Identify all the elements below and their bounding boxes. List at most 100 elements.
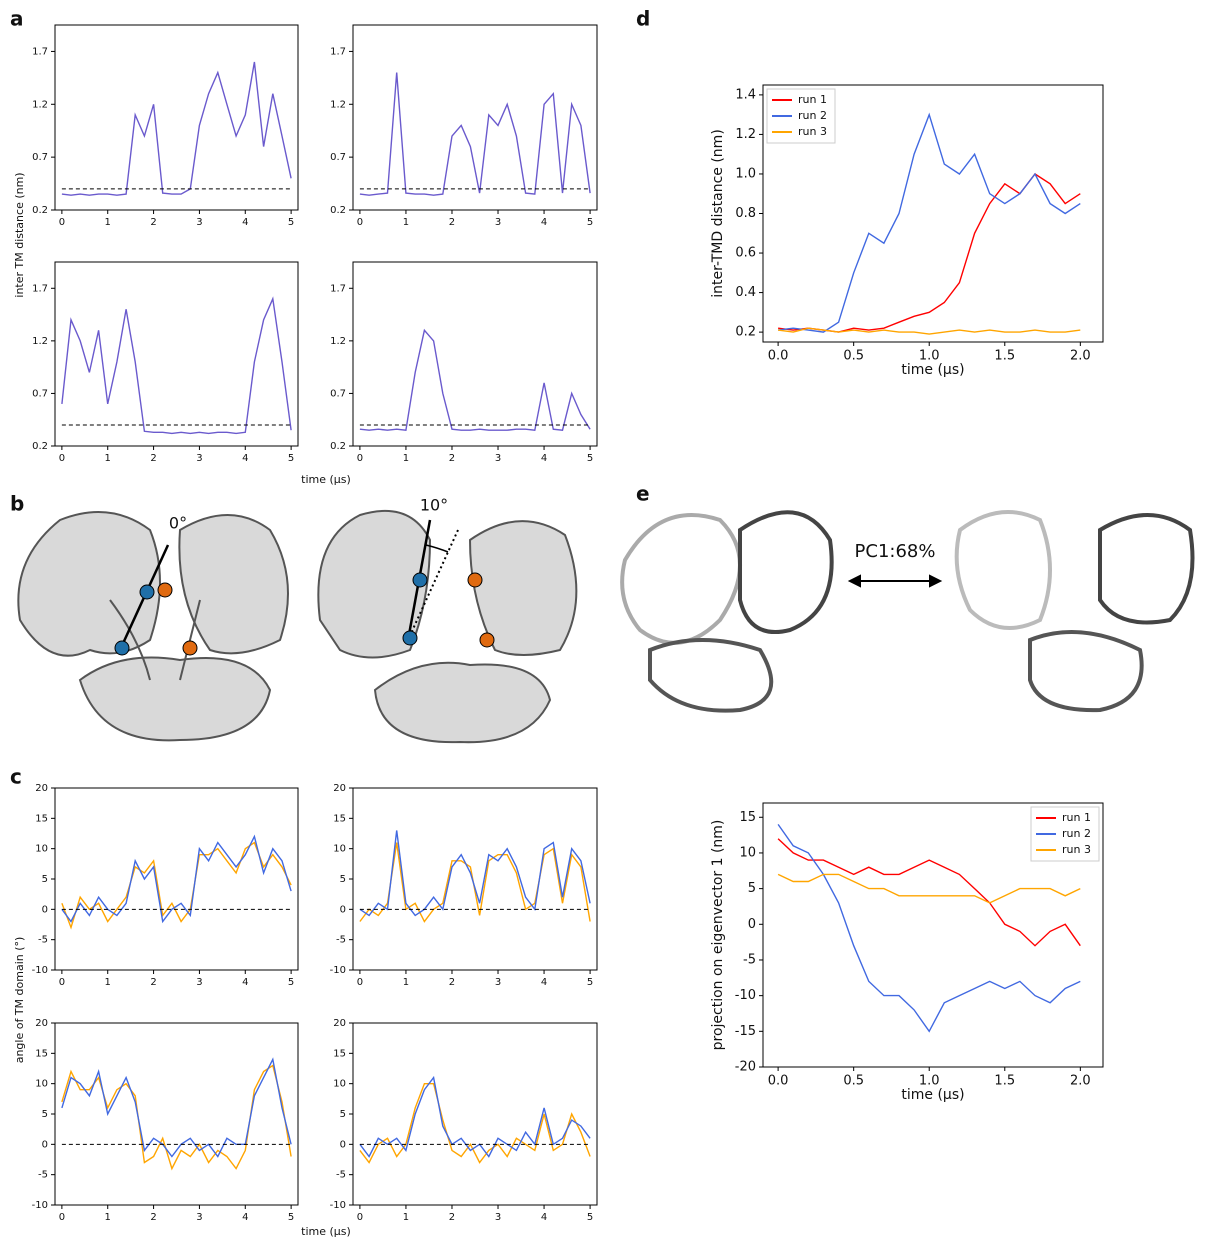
x-tick-label: 0.0 [768,348,789,363]
x-tick-label: 0 [357,1212,363,1223]
legend-label: run 2 [1062,827,1091,840]
y-tick-label: 1.2 [330,99,346,110]
x-tick-label: 3 [495,977,501,988]
y-tick-label: 1.0 [735,166,756,181]
panel-label: e [636,482,650,506]
x-tick-label: 2 [150,977,156,988]
y-tick-label: 0.2 [330,441,346,452]
x-tick-label: 0.5 [843,1073,864,1088]
x-tick-label: 1.0 [919,1073,940,1088]
series-line [359,1075,591,1158]
y-axis-label: inter TM distance (nm) [13,172,26,297]
y-tick-label: 0 [42,904,48,915]
y-tick-label: 20 [333,1018,346,1029]
x-tick-label: 5 [587,217,593,228]
y-tick-label: 15 [333,1048,346,1059]
y-tick-label: 10 [739,845,756,860]
x-tick-label: 1 [105,217,111,228]
series-line [359,72,591,196]
x-tick-label: 3 [495,453,501,464]
y-tick-label: 10 [35,1079,48,1090]
y-tick-label: 0.2 [32,441,48,452]
x-tick-label: 2 [449,1212,455,1223]
y-axis-label: inter-TMD distance (nm) [710,129,726,298]
x-tick-label: 4 [541,1212,547,1223]
x-tick-label: 2.0 [1070,348,1091,363]
double-arrow [847,574,943,588]
y-tick-label: 0.7 [32,152,48,163]
y-tick-label: 0 [42,1139,48,1150]
x-tick-label: 4 [541,453,547,464]
protein-left [17,511,289,742]
x-axis-label: time (μs) [301,473,351,486]
x-tick-label: 3 [495,217,501,228]
y-tick-label: 20 [333,783,346,794]
series-line [359,842,591,923]
series-line [61,1064,292,1171]
x-tick-label: 3 [196,1212,202,1223]
angle-markers [114,519,495,656]
x-tick-label: 5 [587,1212,593,1223]
plot-frame [352,787,598,971]
x-tick-label: 0 [357,977,363,988]
x-tick-label: 1.0 [919,348,940,363]
y-tick-label: 15 [333,813,346,824]
legend-label: run 1 [1062,811,1091,824]
x-tick-label: 5 [288,217,294,228]
y-tick-label: 1.2 [32,336,48,347]
y-tick-label: -10 [32,1200,48,1211]
y-tick-label: 1.7 [32,46,48,57]
x-tick-label: 1 [403,217,409,228]
legend-label: run 1 [798,93,827,106]
x-tick-label: 2 [150,453,156,464]
y-tick-label: -5 [743,952,756,967]
y-tick-label: 10 [333,844,346,855]
y-tick-label: -5 [38,1170,48,1181]
pca-structure-left [620,510,834,713]
y-tick-label: -10 [330,1200,346,1211]
x-tick-label: 1 [105,977,111,988]
series-line [359,1083,591,1164]
y-tick-label: 15 [739,810,756,825]
y-tick-label: 5 [42,874,48,885]
legend-label: run 3 [1062,843,1091,856]
angle-label: 10° [420,496,448,515]
y-tick-label: 1.7 [32,283,48,294]
series-line [61,296,292,435]
y-tick-label: 0.7 [330,152,346,163]
x-tick-label: 5 [288,453,294,464]
x-tick-label: 4 [242,1212,248,1223]
plot-frame [352,261,598,447]
y-tick-label: 1.7 [330,283,346,294]
x-tick-label: 5 [587,453,593,464]
x-tick-label: 2 [150,1212,156,1223]
y-tick-label: 0.7 [330,388,346,399]
series-line [61,1057,292,1158]
x-tick-label: 3 [196,453,202,464]
x-tick-label: 1.5 [994,1073,1015,1088]
y-tick-label: 1.2 [330,336,346,347]
x-tick-label: 0 [59,977,65,988]
y-tick-label: -10 [330,965,346,976]
series-line [777,838,1081,947]
x-tick-label: 2 [449,453,455,464]
series-line [61,61,292,196]
pca-structure-right [954,510,1195,713]
y-tick-label: 0.4 [735,285,756,300]
y-tick-label: -5 [336,935,346,946]
y-axis-label: projection on eigenvector 1 (nm) [710,820,726,1051]
x-tick-label: 5 [288,1212,294,1223]
series-line [778,173,1081,333]
x-axis-label: time (μs) [901,1087,964,1103]
x-tick-label: 1 [105,1212,111,1223]
y-tick-label: 5 [748,881,756,896]
x-tick-label: 0 [59,217,65,228]
y-tick-label: 10 [35,844,48,855]
x-tick-label: 5 [288,977,294,988]
y-tick-label: 0 [340,904,346,915]
plot-frame [54,1022,299,1206]
y-tick-label: 0 [340,1139,346,1150]
x-tick-label: 1 [403,977,409,988]
series-line [61,834,292,924]
x-tick-label: 4 [242,217,248,228]
